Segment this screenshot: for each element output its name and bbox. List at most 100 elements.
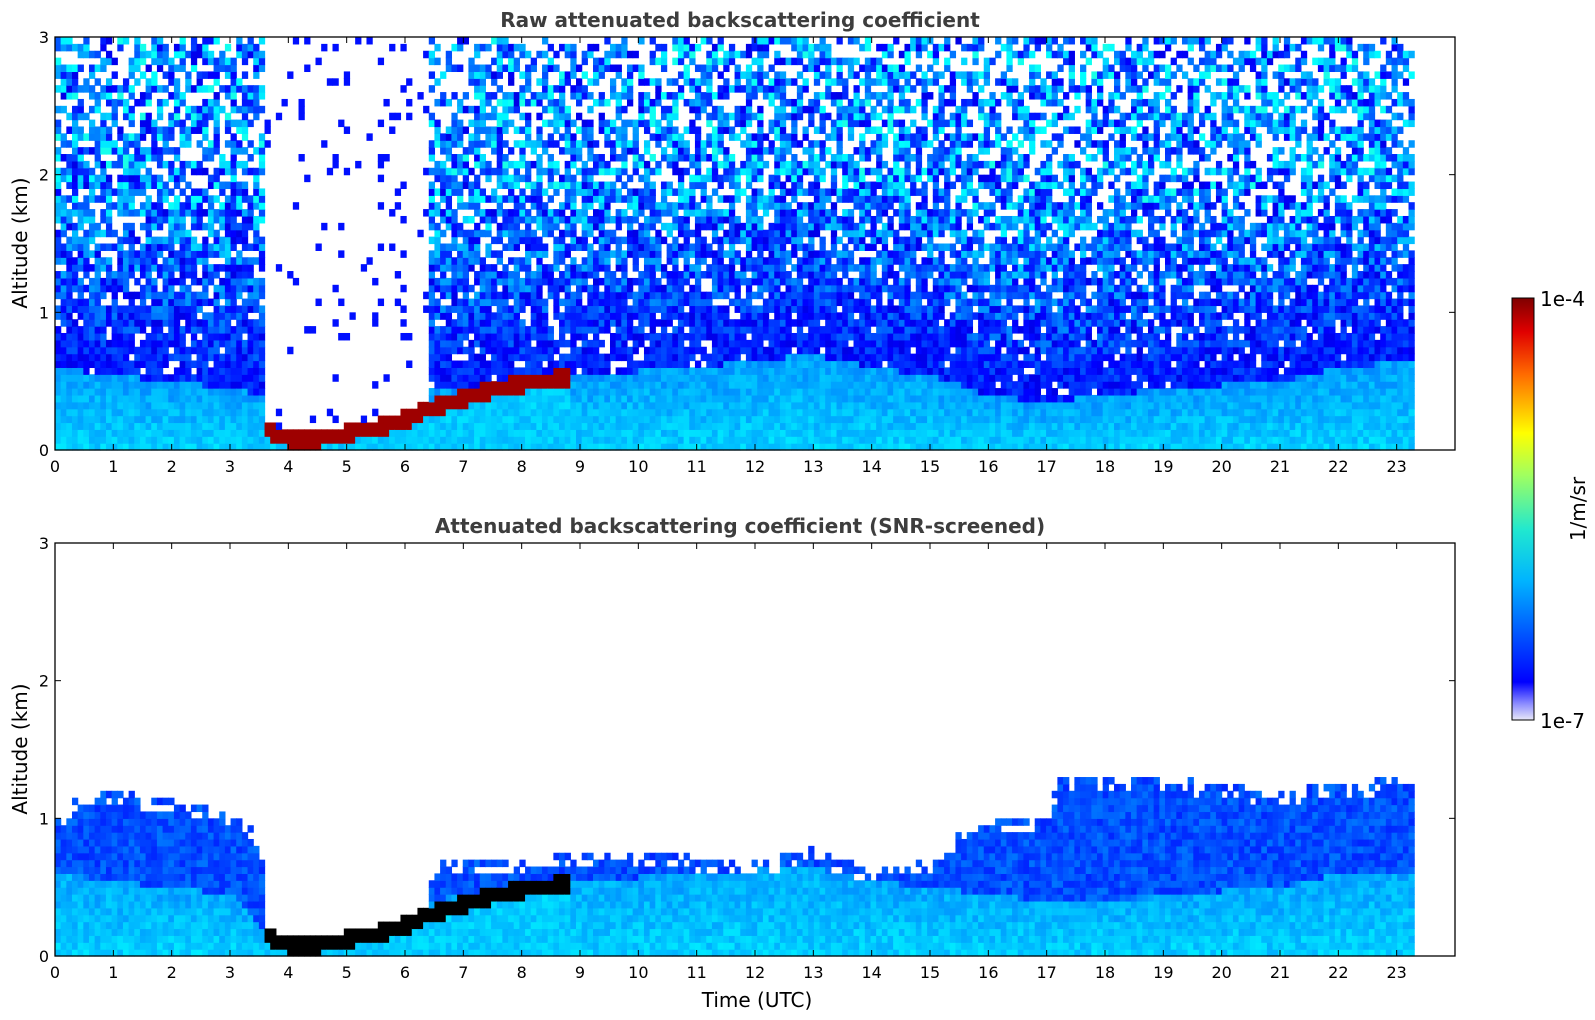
- panel-raw-heatmap-cell: [304, 64, 311, 73]
- panel-raw-heatmap-cell: [349, 429, 356, 437]
- panel-raw-heatmap-cell: [502, 215, 509, 224]
- panel-raw-heatmap-cell: [474, 119, 481, 128]
- panel-raw-heatmap-cell: [762, 229, 770, 238]
- panel-raw-heatmap-cell: [117, 236, 124, 245]
- panel-raw-heatmap-cell: [258, 388, 266, 396]
- panel-raw-heatmap-cell: [711, 250, 719, 258]
- panel-raw-heatmap-cell: [88, 346, 96, 355]
- panel-raw-heatmap-cell: [139, 209, 147, 217]
- panel-raw-heatmap-cell: [247, 277, 254, 286]
- panel-raw-heatmap-cell: [122, 408, 130, 417]
- panel-raw-heatmap-cell: [513, 43, 520, 52]
- panel-raw-heatmap-cell: [253, 429, 260, 437]
- panel-raw-heatmap-cell: [587, 43, 594, 52]
- panel-raw-heatmap-cell: [638, 312, 645, 320]
- panel-raw-heatmap-cell: [202, 50, 209, 59]
- panel-raw-heatmap-cell: [207, 98, 215, 107]
- panel-raw-heatmap-cell: [598, 443, 605, 451]
- panel-raw-heatmap-cell: [202, 195, 209, 203]
- panel-raw-heatmap-cell: [564, 319, 571, 327]
- panel-raw-heatmap-cell: [615, 188, 622, 196]
- panel-raw-heatmap-cell: [400, 43, 407, 52]
- panel-raw-heatmap-cell: [694, 243, 702, 251]
- panel-raw-heatmap-cell: [672, 291, 679, 300]
- panel-raw-heatmap-cell: [615, 401, 622, 410]
- panel-raw-heatmap-cell: [717, 401, 724, 410]
- panel-raw-heatmap-cell: [179, 243, 186, 251]
- panel-raw-heatmap-cell: [536, 78, 543, 86]
- panel-raw-heatmap-cell: [576, 147, 583, 155]
- panel-raw-heatmap-cell: [304, 326, 311, 334]
- panel-raw-heatmap-cell: [60, 133, 67, 141]
- panel-raw-heatmap-cell: [785, 140, 792, 148]
- panel-raw-heatmap-cell: [672, 271, 679, 279]
- panel-raw-heatmap-cell: [564, 284, 571, 293]
- panel-raw-heatmap-cell: [230, 415, 237, 424]
- panel-raw-heatmap-cell: [411, 408, 419, 417]
- panel-raw-heatmap-cell: [71, 43, 79, 52]
- panel-raw-heatmap-cell: [745, 167, 753, 176]
- panel-raw-heatmap-cell: [598, 154, 605, 162]
- panel-raw-heatmap-cell: [287, 443, 294, 451]
- panel-raw-heatmap-cell: [479, 332, 486, 341]
- panel-raw-heatmap-cell: [247, 319, 254, 327]
- panel-raw-heatmap-cell: [139, 257, 147, 265]
- panel-raw-heatmap-cell: [258, 360, 266, 368]
- panel-raw-heatmap-cell: [542, 298, 549, 307]
- panel-raw-heatmap-cell: [128, 312, 135, 320]
- panel-raw-heatmap-cell: [77, 326, 84, 334]
- panel-raw-heatmap-cell: [694, 64, 702, 73]
- panel-raw-heatmap-cell: [559, 119, 566, 128]
- panel-raw-heatmap-cell: [694, 229, 702, 238]
- panel-raw-heatmap-cell: [179, 291, 186, 300]
- panel-raw-heatmap-cell: [66, 215, 73, 224]
- panel-raw-heatmap-cell: [604, 57, 611, 66]
- panel-raw-heatmap-cell: [457, 298, 464, 307]
- panel-raw-heatmap-cell: [196, 291, 203, 300]
- panel-raw-heatmap-cell: [145, 312, 152, 320]
- panel-raw-heatmap-cell: [728, 112, 736, 121]
- panel-raw-heatmap-cell: [173, 85, 181, 93]
- panel-raw-heatmap-cell: [100, 394, 107, 403]
- panel-raw-heatmap-cell: [156, 422, 164, 430]
- panel-raw-heatmap-cell: [757, 105, 764, 114]
- panel-raw-heatmap-cell: [207, 326, 215, 334]
- panel-raw-heatmap-cell: [593, 346, 600, 355]
- panel-raw-heatmap-cell: [559, 319, 566, 327]
- panel-raw-heatmap-cell: [190, 291, 198, 300]
- panel-raw-heatmap-cell: [428, 264, 436, 272]
- panel-raw-heatmap-cell: [779, 202, 787, 210]
- panel-raw-heatmap-cell: [304, 429, 311, 437]
- panel-raw-heatmap-cell: [553, 436, 560, 444]
- panel-raw-heatmap-cell: [598, 415, 605, 424]
- panel-raw-heatmap-cell: [485, 92, 492, 100]
- panel-raw-heatmap-cell: [536, 126, 543, 134]
- panel-raw-heatmap-cell: [457, 160, 464, 169]
- panel-raw-heatmap-cell: [570, 367, 577, 375]
- panel-raw-heatmap-cell: [173, 229, 181, 238]
- panel-raw-heatmap-cell: [779, 326, 787, 334]
- panel-raw-heatmap-cell: [451, 284, 458, 293]
- panel-raw-heatmap-cell: [168, 284, 175, 293]
- panel-raw-heatmap-cell: [621, 264, 628, 272]
- panel-raw-heatmap-cell: [525, 215, 532, 224]
- panel-raw-heatmap-cell: [734, 305, 741, 313]
- panel-raw-heatmap-cell: [185, 443, 192, 451]
- panel-raw-heatmap-cell: [745, 326, 753, 334]
- panel-raw-heatmap-cell: [768, 64, 775, 73]
- panel-raw-heatmap-cell: [683, 436, 690, 444]
- panel-raw-heatmap-cell: [360, 264, 368, 272]
- panel-raw-heatmap-cell: [785, 236, 792, 245]
- panel-raw-heatmap-cell: [219, 360, 226, 368]
- panel-raw-heatmap-cell: [55, 401, 62, 410]
- panel-raw-heatmap-cell: [768, 353, 775, 362]
- panel-raw-heatmap-cell: [508, 271, 515, 279]
- panel-raw-heatmap-cell: [151, 319, 158, 327]
- panel-raw-heatmap-cell: [672, 98, 679, 107]
- panel-raw-heatmap-cell: [496, 37, 503, 45]
- panel-raw-heatmap-cell: [711, 374, 719, 382]
- panel-raw-heatmap-cell: [774, 147, 781, 155]
- panel-raw-heatmap-cell: [66, 415, 73, 424]
- panel-raw-heatmap-cell: [162, 160, 169, 169]
- panel-raw-heatmap-cell: [88, 50, 96, 59]
